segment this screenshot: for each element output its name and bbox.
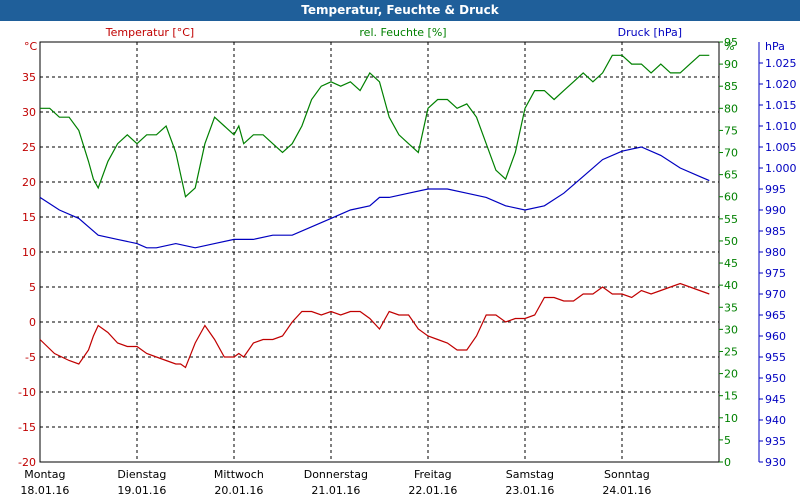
x-day-label: Freitag: [414, 468, 452, 481]
pres-tick-label: 940: [765, 414, 786, 427]
pres-tick-label: 1.005: [765, 141, 797, 154]
temp-tick-label: 10: [22, 246, 36, 259]
pres-tick-label: 950: [765, 372, 786, 385]
x-axis-labels: Montag 18.01.16 Dienstag 19.01.16 Mittwoch 20…: [20, 468, 651, 497]
pres-tick-label: 960: [765, 330, 786, 343]
pres-unit-label: hPa: [765, 40, 785, 53]
pres-tick-label: 970: [765, 288, 786, 301]
x-day-label: Mittwoch: [214, 468, 264, 481]
pres-tick-label: 965: [765, 309, 786, 322]
pres-tick-label: 1.020: [765, 78, 797, 91]
grid: [40, 42, 719, 462]
hum-tick-label: 70: [724, 147, 738, 160]
hum-tick-label: 65: [724, 169, 738, 182]
axes: -20 -15 -10 -5 0 5 10 15 20 25 30 35 °C 0 5 10 15 20 25 30 3…: [18, 36, 796, 469]
pres-tick-label: 935: [765, 435, 786, 448]
x-date-label: 20.01.16: [214, 484, 263, 497]
pres-tick-label: 1.010: [765, 120, 797, 133]
series-line-hum: [40, 54, 710, 198]
temp-tick-label: 30: [22, 106, 36, 119]
hum-tick-label: 80: [724, 102, 738, 115]
hum-tick-label: 20: [724, 368, 738, 381]
x-date-label: 23.01.16: [505, 484, 554, 497]
legend: Temperatur [°C] rel. Feuchte [%] Druck [hP…: [105, 26, 682, 39]
hum-tick-label: 95: [724, 36, 738, 49]
temp-tick-label: 0: [29, 316, 36, 329]
hum-unit-label: %: [724, 40, 734, 53]
hum-tick-label: 60: [724, 191, 738, 204]
pres-tick-label: 930: [765, 456, 786, 469]
temp-tick-label: 15: [22, 211, 36, 224]
chart: -20 -15 -10 -5 0 5 10 15 20 25 30 35 °C 0 5 10 15 20 25 30 3…: [18, 26, 796, 497]
window-title: Temperatur, Feuchte & Druck: [0, 0, 800, 21]
temp-unit-label: °C: [24, 40, 38, 53]
legend-entry-temp: Temperatur [°C]: [105, 26, 194, 39]
pres-tick-label: 985: [765, 225, 786, 238]
x-day-label: Dienstag: [117, 468, 166, 481]
hum-tick-label: 45: [724, 257, 738, 270]
hum-tick-label: 40: [724, 279, 738, 292]
pres-tick-label: 945: [765, 393, 786, 406]
temp-tick-label: -15: [18, 421, 36, 434]
hum-tick-label: 55: [724, 213, 738, 226]
temp-tick-label: 25: [22, 141, 36, 154]
x-date-label: 21.01.16: [311, 484, 360, 497]
series-line-temp: [39, 282, 710, 369]
pres-tick-label: 1.000: [765, 162, 797, 175]
temp-tick-label: 35: [22, 71, 36, 84]
hum-tick-label: 50: [724, 235, 738, 248]
hum-tick-label: 5: [724, 434, 731, 447]
pres-tick-label: 995: [765, 183, 786, 196]
x-day-label: Sonntag: [604, 468, 650, 481]
pres-tick-label: 990: [765, 204, 786, 217]
series-layer: [39, 54, 710, 369]
x-date-label: 18.01.16: [20, 484, 69, 497]
hum-tick-label: 35: [724, 301, 738, 314]
hum-tick-label: 30: [724, 323, 738, 336]
hum-tick-label: 85: [724, 80, 738, 93]
x-date-label: 19.01.16: [117, 484, 166, 497]
series-line-pres: [39, 146, 710, 249]
temp-tick-label: -20: [18, 456, 36, 469]
pres-tick-label: 955: [765, 351, 786, 364]
x-day-label: Montag: [24, 468, 65, 481]
x-date-label: 22.01.16: [408, 484, 457, 497]
hum-tick-label: 75: [724, 124, 738, 137]
pres-tick-label: 1.015: [765, 99, 797, 112]
hum-tick-label: 0: [724, 456, 731, 469]
temp-tick-label: -10: [18, 386, 36, 399]
x-day-label: Donnerstag: [304, 468, 368, 481]
x-day-label: Samstag: [506, 468, 554, 481]
hum-tick-label: 90: [724, 58, 738, 71]
legend-entry-pres: Druck [hPa]: [618, 26, 682, 39]
legend-entry-hum: rel. Feuchte [%]: [359, 26, 446, 39]
x-date-label: 24.01.16: [602, 484, 651, 497]
pres-tick-label: 1.025: [765, 57, 797, 70]
temp-tick-label: -5: [25, 351, 36, 364]
temp-tick-label: 20: [22, 176, 36, 189]
pres-tick-label: 975: [765, 267, 786, 280]
temp-tick-label: 5: [29, 281, 36, 294]
hum-tick-label: 15: [724, 390, 738, 403]
hum-tick-label: 25: [724, 345, 738, 358]
hum-tick-label: 10: [724, 412, 738, 425]
pres-tick-label: 980: [765, 246, 786, 259]
